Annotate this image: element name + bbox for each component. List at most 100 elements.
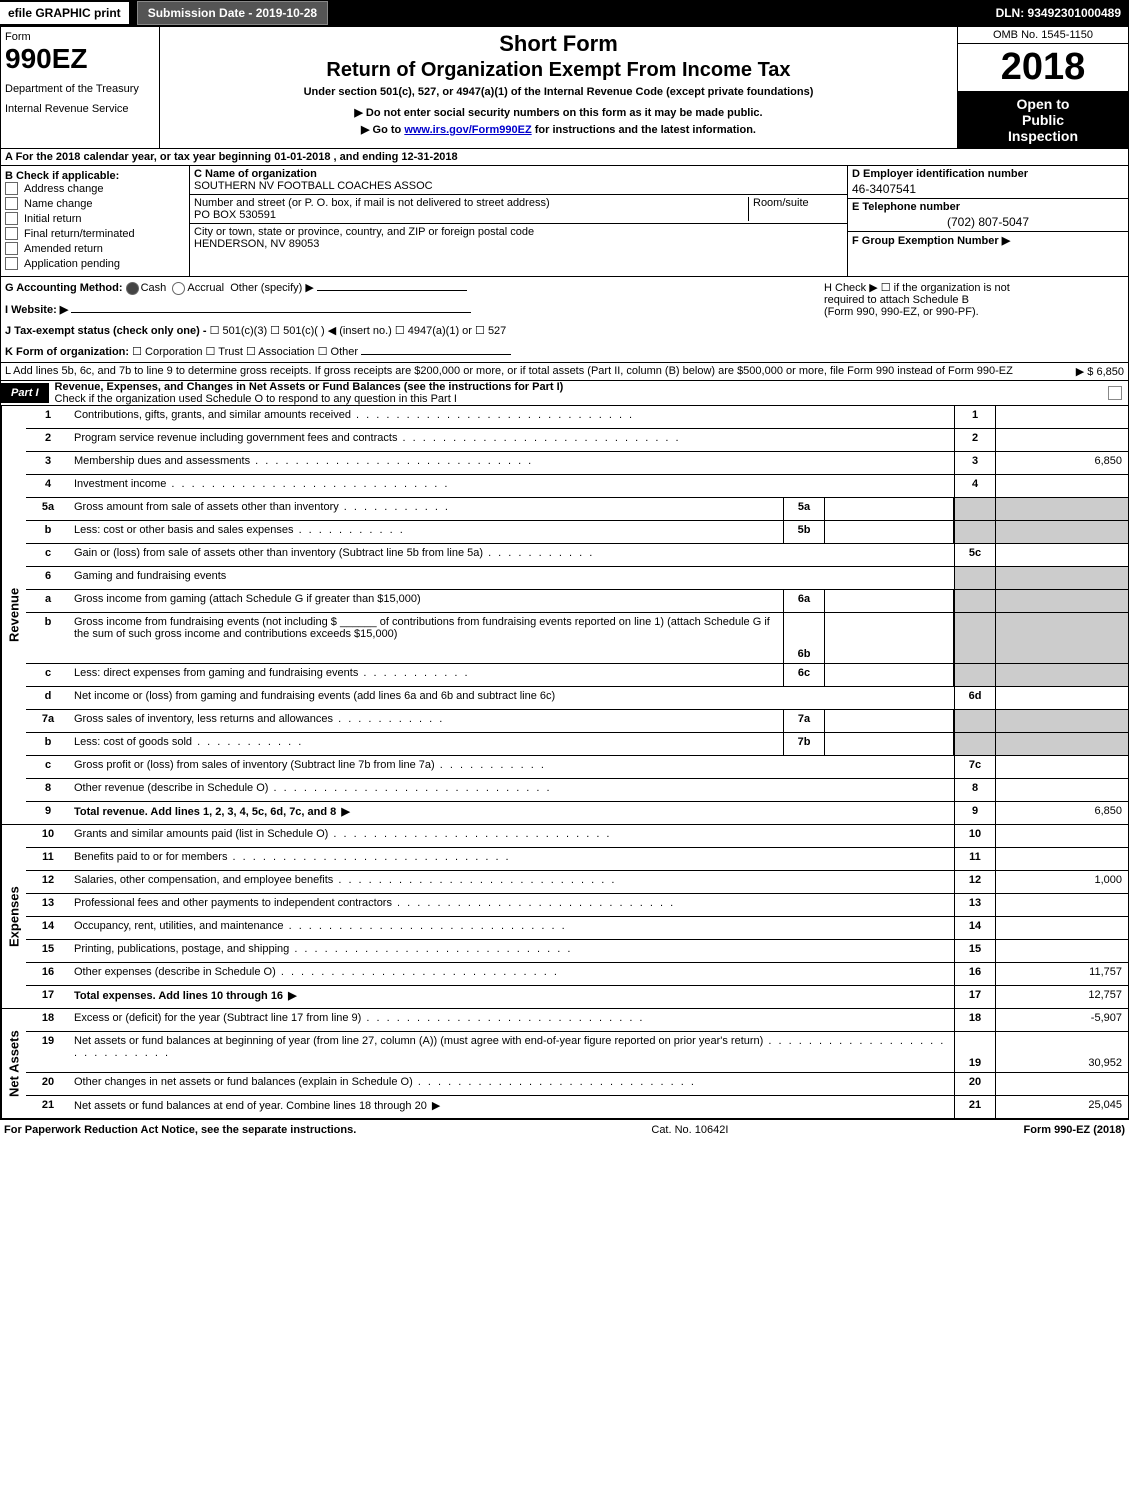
b-label: B Check if applicable: <box>5 170 185 182</box>
ein-value: 46-3407541 <box>852 182 1124 196</box>
revenue-section: Revenue 1 Contributions, gifts, grants, … <box>0 406 1129 825</box>
line-5a: 5a Gross amount from sale of assets othe… <box>26 497 1128 520</box>
h-line3: (Form 990, 990-EZ, or 990-PF). <box>824 306 1124 318</box>
net-assets-label: Net Assets <box>1 1009 26 1118</box>
line-2: 2 Program service revenue including gove… <box>26 428 1128 451</box>
form-subtitle: Under section 501(c), 527, or 4947(a)(1)… <box>164 86 953 98</box>
city-value: HENDERSON, NV 89053 <box>194 238 843 250</box>
g-to-k-left: G Accounting Method: Cash Accrual Other … <box>5 281 816 358</box>
part-i-check-line: Check if the organization used Schedule … <box>55 393 457 405</box>
page-footer: For Paperwork Reduction Act Notice, see … <box>0 1119 1129 1140</box>
line-5b: b Less: cost or other basis and sales ex… <box>26 520 1128 543</box>
header-center: Short Form Return of Organization Exempt… <box>160 27 957 148</box>
line-10: 10 Grants and similar amounts paid (list… <box>26 825 1128 847</box>
form-title: Return of Organization Exempt From Incom… <box>164 59 953 82</box>
line-1: 1 Contributions, gifts, grants, and simi… <box>26 406 1128 428</box>
line-5c: c Gain or (loss) from sale of assets oth… <box>26 543 1128 566</box>
line-18: 18 Excess or (deficit) for the year (Sub… <box>26 1009 1128 1031</box>
part-i-title: Revenue, Expenses, and Changes in Net As… <box>49 381 1102 405</box>
line-3: 3 Membership dues and assessments 3 6,85… <box>26 451 1128 474</box>
schedule-o-checkbox[interactable] <box>1108 386 1122 400</box>
k-other-input[interactable] <box>361 354 511 355</box>
form-label: Form <box>5 31 155 43</box>
line-6a: a Gross income from gaming (attach Sched… <box>26 589 1128 612</box>
line-k: K Form of organization: ☐ Corporation ☐ … <box>5 345 816 358</box>
short-form-title: Short Form <box>164 31 953 57</box>
chk-name-change[interactable]: Name change <box>5 197 185 210</box>
g-other-input[interactable] <box>317 290 467 291</box>
inspection-line3: Inspection <box>960 128 1126 144</box>
e-label: E Telephone number <box>852 201 1124 213</box>
city-label: City or town, state or province, country… <box>194 226 843 238</box>
line-16: 16 Other expenses (describe in Schedule … <box>26 962 1128 985</box>
chk-address-change[interactable]: Address change <box>5 182 185 195</box>
g-to-k-block: G Accounting Method: Cash Accrual Other … <box>0 277 1129 363</box>
address-cell: Number and street (or P. O. box, if mail… <box>190 195 847 224</box>
phone-value: (702) 807-5047 <box>852 215 1124 229</box>
efile-label[interactable]: efile GRAPHIC print <box>0 2 129 24</box>
tax-year: 2018 <box>958 44 1128 92</box>
website-input[interactable] <box>71 312 471 313</box>
dln-label: DLN: 93492301000489 <box>996 6 1129 20</box>
phone-cell: E Telephone number (702) 807-5047 <box>848 199 1128 232</box>
line-14: 14 Occupancy, rent, utilities, and maint… <box>26 916 1128 939</box>
line-6c: c Less: direct expenses from gaming and … <box>26 663 1128 686</box>
addr-value: PO BOX 530591 <box>194 209 744 221</box>
radio-accrual[interactable] <box>172 282 185 295</box>
i-label: I Website: ▶ <box>5 304 68 316</box>
chk-initial-return[interactable]: Initial return <box>5 212 185 225</box>
submission-date: Submission Date - 2019-10-28 <box>137 1 328 25</box>
j-options[interactable]: ☐ 501(c)(3) ☐ 501(c)( ) ◀ (insert no.) ☐… <box>210 325 507 337</box>
k-label: K Form of organization: <box>5 346 129 358</box>
line-9: 9 Total revenue. Add lines 1, 2, 3, 4, 5… <box>26 801 1128 824</box>
line-7a: 7a Gross sales of inventory, less return… <box>26 709 1128 732</box>
chk-amended-return[interactable]: Amended return <box>5 242 185 255</box>
period-middle: , and ending <box>334 151 402 163</box>
expenses-section: Expenses 10 Grants and similar amounts p… <box>0 825 1129 1009</box>
org-name: SOUTHERN NV FOOTBALL COACHES ASSOC <box>194 180 843 192</box>
line-6b: b Gross income from fundraising events (… <box>26 612 1128 663</box>
f-label: F Group Exemption Number ▶ <box>852 235 1010 247</box>
k-options[interactable]: ☐ Corporation ☐ Trust ☐ Association ☐ Ot… <box>132 346 358 358</box>
top-bar: efile GRAPHIC print Submission Date - 20… <box>0 0 1129 26</box>
d-label: D Employer identification number <box>852 168 1124 180</box>
link-prefix: ▶ Go to <box>361 124 404 136</box>
form-header: Form 990EZ Department of the Treasury In… <box>0 26 1129 149</box>
catalog-number: Cat. No. 10642I <box>651 1124 728 1136</box>
line-j: J Tax-exempt status (check only one) - ☐… <box>5 324 816 337</box>
h-line1: H Check ▶ ☐ if the organization is not <box>824 281 1124 294</box>
chk-application-pending[interactable]: Application pending <box>5 257 185 270</box>
omb-number: OMB No. 1545-1150 <box>958 27 1128 44</box>
line-8: 8 Other revenue (describe in Schedule O)… <box>26 778 1128 801</box>
inspection-line2: Public <box>960 112 1126 128</box>
line-i: I Website: ▶ <box>5 303 816 316</box>
form-number: 990EZ <box>5 43 155 75</box>
ein-cell: D Employer identification number 46-3407… <box>848 166 1128 199</box>
header-right: OMB No. 1545-1150 2018 Open to Public In… <box>957 27 1128 148</box>
line-15: 15 Printing, publications, postage, and … <box>26 939 1128 962</box>
line-19: 19 Net assets or fund balances at beginn… <box>26 1031 1128 1072</box>
header-left: Form 990EZ Department of the Treasury In… <box>1 27 160 148</box>
instructions-link[interactable]: www.irs.gov/Form990EZ <box>404 124 531 136</box>
line-7c: c Gross profit or (loss) from sales of i… <box>26 755 1128 778</box>
net-assets-section: Net Assets 18 Excess or (deficit) for th… <box>0 1009 1129 1119</box>
addr-label: Number and street (or P. O. box, if mail… <box>194 197 744 209</box>
period-label-a: A For the 2018 calendar year, or tax yea… <box>5 151 274 163</box>
period-end: 12-31-2018 <box>401 151 457 163</box>
room-label: Room/suite <box>749 197 843 221</box>
entity-block: B Check if applicable: Address change Na… <box>0 166 1129 277</box>
org-name-cell: C Name of organization SOUTHERN NV FOOTB… <box>190 166 847 195</box>
l-amount: ▶ $ 6,850 <box>1068 365 1124 378</box>
line-7b: b Less: cost of goods sold 7b <box>26 732 1128 755</box>
form-footer-label: Form 990-EZ (2018) <box>1024 1124 1125 1136</box>
chk-final-return[interactable]: Final return/terminated <box>5 227 185 240</box>
part-i-header: Part I Revenue, Expenses, and Changes in… <box>0 381 1129 406</box>
link-suffix: for instructions and the latest informat… <box>535 124 756 136</box>
paperwork-notice: For Paperwork Reduction Act Notice, see … <box>4 1124 356 1136</box>
revenue-lines: 1 Contributions, gifts, grants, and simi… <box>26 406 1128 824</box>
h-line2: required to attach Schedule B <box>824 294 1124 306</box>
section-def: D Employer identification number 46-3407… <box>847 166 1128 276</box>
radio-cash[interactable] <box>126 282 139 295</box>
section-c: C Name of organization SOUTHERN NV FOOTB… <box>190 166 847 276</box>
g-other: Other (specify) ▶ <box>230 282 314 294</box>
